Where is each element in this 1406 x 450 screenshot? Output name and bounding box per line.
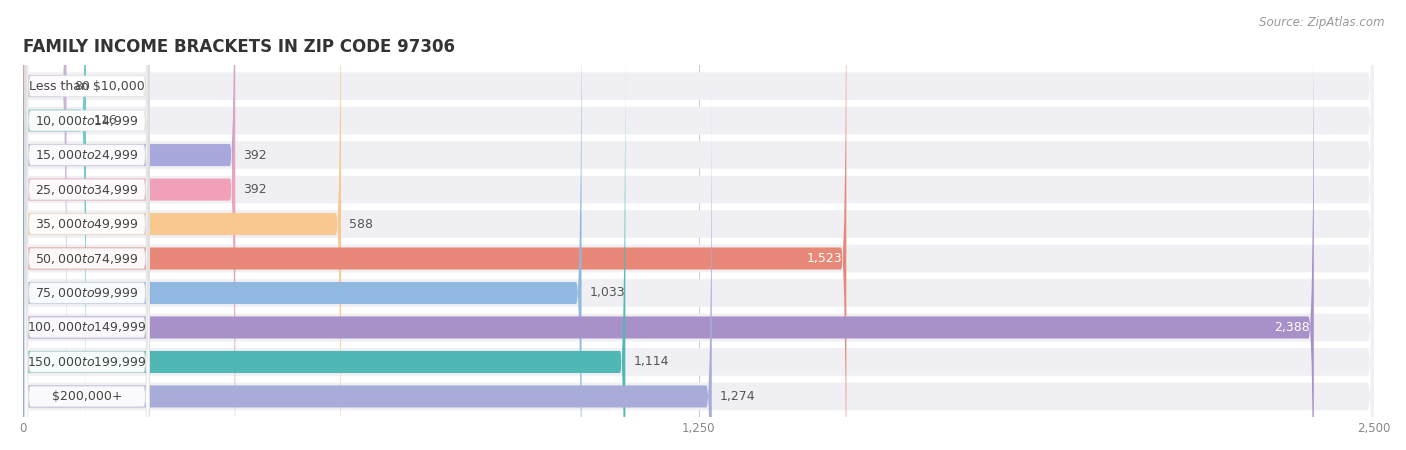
FancyBboxPatch shape: [24, 0, 86, 450]
Text: 392: 392: [243, 183, 267, 196]
Text: $35,000 to $49,999: $35,000 to $49,999: [35, 217, 139, 231]
Text: 588: 588: [349, 217, 373, 230]
FancyBboxPatch shape: [24, 28, 626, 450]
Text: 1,274: 1,274: [720, 390, 755, 403]
FancyBboxPatch shape: [24, 0, 1374, 450]
FancyBboxPatch shape: [24, 0, 582, 450]
FancyBboxPatch shape: [24, 0, 235, 450]
FancyBboxPatch shape: [24, 63, 711, 450]
FancyBboxPatch shape: [24, 0, 1374, 450]
Text: 2,388: 2,388: [1274, 321, 1309, 334]
Text: 116: 116: [94, 114, 118, 127]
Text: 1,114: 1,114: [634, 356, 669, 369]
Text: 1,523: 1,523: [807, 252, 842, 265]
FancyBboxPatch shape: [24, 0, 846, 450]
FancyBboxPatch shape: [24, 0, 1313, 450]
FancyBboxPatch shape: [24, 0, 342, 450]
FancyBboxPatch shape: [25, 0, 149, 450]
Text: $25,000 to $34,999: $25,000 to $34,999: [35, 183, 139, 197]
Text: $75,000 to $99,999: $75,000 to $99,999: [35, 286, 139, 300]
FancyBboxPatch shape: [24, 0, 1374, 450]
Text: Source: ZipAtlas.com: Source: ZipAtlas.com: [1260, 16, 1385, 29]
Text: Less than $10,000: Less than $10,000: [30, 80, 145, 93]
FancyBboxPatch shape: [25, 0, 149, 421]
FancyBboxPatch shape: [25, 0, 149, 450]
Text: $15,000 to $24,999: $15,000 to $24,999: [35, 148, 139, 162]
FancyBboxPatch shape: [24, 0, 1374, 450]
FancyBboxPatch shape: [24, 0, 1374, 450]
Text: $10,000 to $14,999: $10,000 to $14,999: [35, 113, 139, 127]
Text: FAMILY INCOME BRACKETS IN ZIP CODE 97306: FAMILY INCOME BRACKETS IN ZIP CODE 97306: [24, 37, 456, 55]
FancyBboxPatch shape: [24, 0, 1374, 450]
FancyBboxPatch shape: [25, 0, 149, 450]
FancyBboxPatch shape: [24, 0, 1374, 450]
Text: $50,000 to $74,999: $50,000 to $74,999: [35, 252, 139, 266]
Text: $200,000+: $200,000+: [52, 390, 122, 403]
FancyBboxPatch shape: [25, 0, 149, 450]
FancyBboxPatch shape: [24, 0, 1374, 450]
Text: 80: 80: [75, 80, 90, 93]
FancyBboxPatch shape: [25, 27, 149, 450]
FancyBboxPatch shape: [24, 0, 235, 450]
Text: 1,033: 1,033: [589, 287, 626, 300]
FancyBboxPatch shape: [25, 0, 149, 450]
FancyBboxPatch shape: [25, 62, 149, 450]
FancyBboxPatch shape: [24, 0, 1374, 450]
FancyBboxPatch shape: [25, 0, 149, 450]
Text: $150,000 to $199,999: $150,000 to $199,999: [27, 355, 146, 369]
FancyBboxPatch shape: [24, 0, 66, 420]
FancyBboxPatch shape: [25, 0, 149, 450]
Text: 392: 392: [243, 148, 267, 162]
Text: $100,000 to $149,999: $100,000 to $149,999: [27, 320, 146, 334]
FancyBboxPatch shape: [24, 0, 1374, 450]
